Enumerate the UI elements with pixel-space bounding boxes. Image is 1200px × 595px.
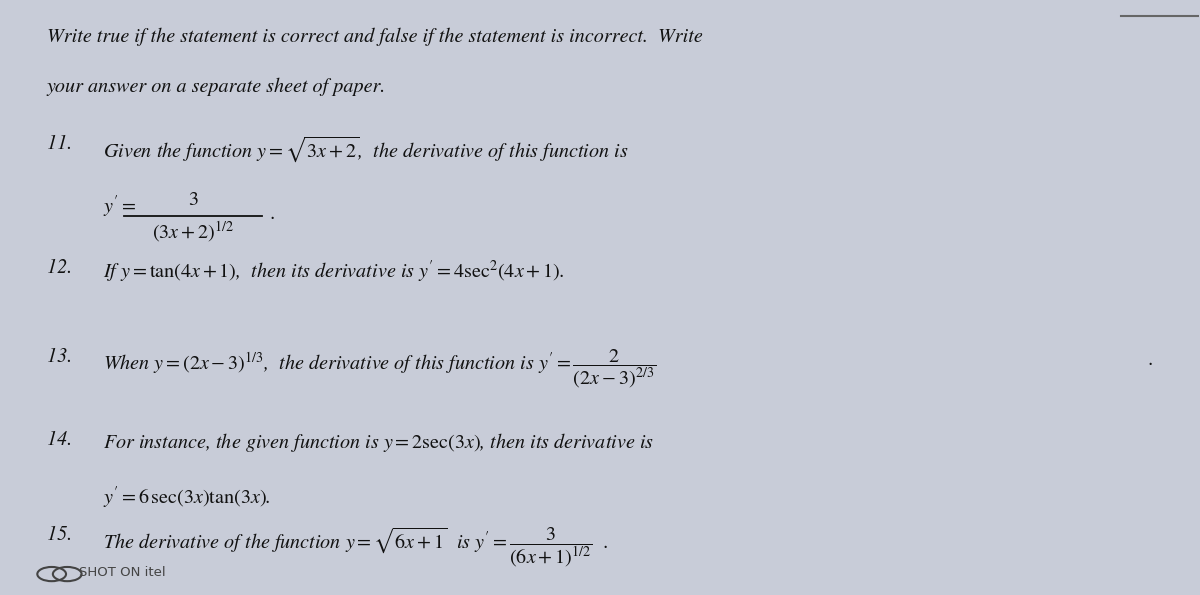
Text: 13.: 13. xyxy=(47,348,72,366)
Text: 12.: 12. xyxy=(47,259,72,277)
Text: The derivative of the function $y = \sqrt{6x+1}$  is $y' = \dfrac{3}{(6x+1)^{1/2: The derivative of the function $y = \sqr… xyxy=(103,525,608,569)
Text: If $y = \tan(4x + 1)$,  then its derivative is $y' = 4\mathrm{sec}^2(4x + 1)$.: If $y = \tan(4x + 1)$, then its derivati… xyxy=(103,259,564,285)
Text: $(3x+2)^{1/2}$: $(3x+2)^{1/2}$ xyxy=(152,219,234,243)
Text: $y' = $: $y' = $ xyxy=(103,194,137,220)
Text: When $y = (2x-3)^{1/3}$,  the derivative of this function is $y' = \dfrac{2}{(2x: When $y = (2x-3)^{1/3}$, the derivative … xyxy=(103,348,656,390)
Text: $y' = 6\,\mathrm{sec}(3x)\tan(3x)$.: $y' = 6\,\mathrm{sec}(3x)\tan(3x)$. xyxy=(103,486,271,511)
Text: $3$: $3$ xyxy=(187,191,198,209)
Text: 15.: 15. xyxy=(47,525,72,544)
Text: .: . xyxy=(1148,351,1153,369)
Text: 14.: 14. xyxy=(47,431,72,449)
Text: For instance, the given function is $y = 2\mathrm{sec}(3x)$, then its derivative: For instance, the given function is $y =… xyxy=(103,431,654,454)
Text: SHOT ON itel: SHOT ON itel xyxy=(79,566,166,579)
Text: .: . xyxy=(271,204,276,223)
Text: Write true if the statement is correct and false if the statement is incorrect. : Write true if the statement is correct a… xyxy=(47,28,703,46)
Text: Given the function $y = \sqrt{3x+2}$,  the derivative of this function is: Given the function $y = \sqrt{3x+2}$, th… xyxy=(103,134,629,164)
Text: 11.: 11. xyxy=(47,134,72,153)
Text: your answer on a separate sheet of paper.: your answer on a separate sheet of paper… xyxy=(47,77,386,96)
